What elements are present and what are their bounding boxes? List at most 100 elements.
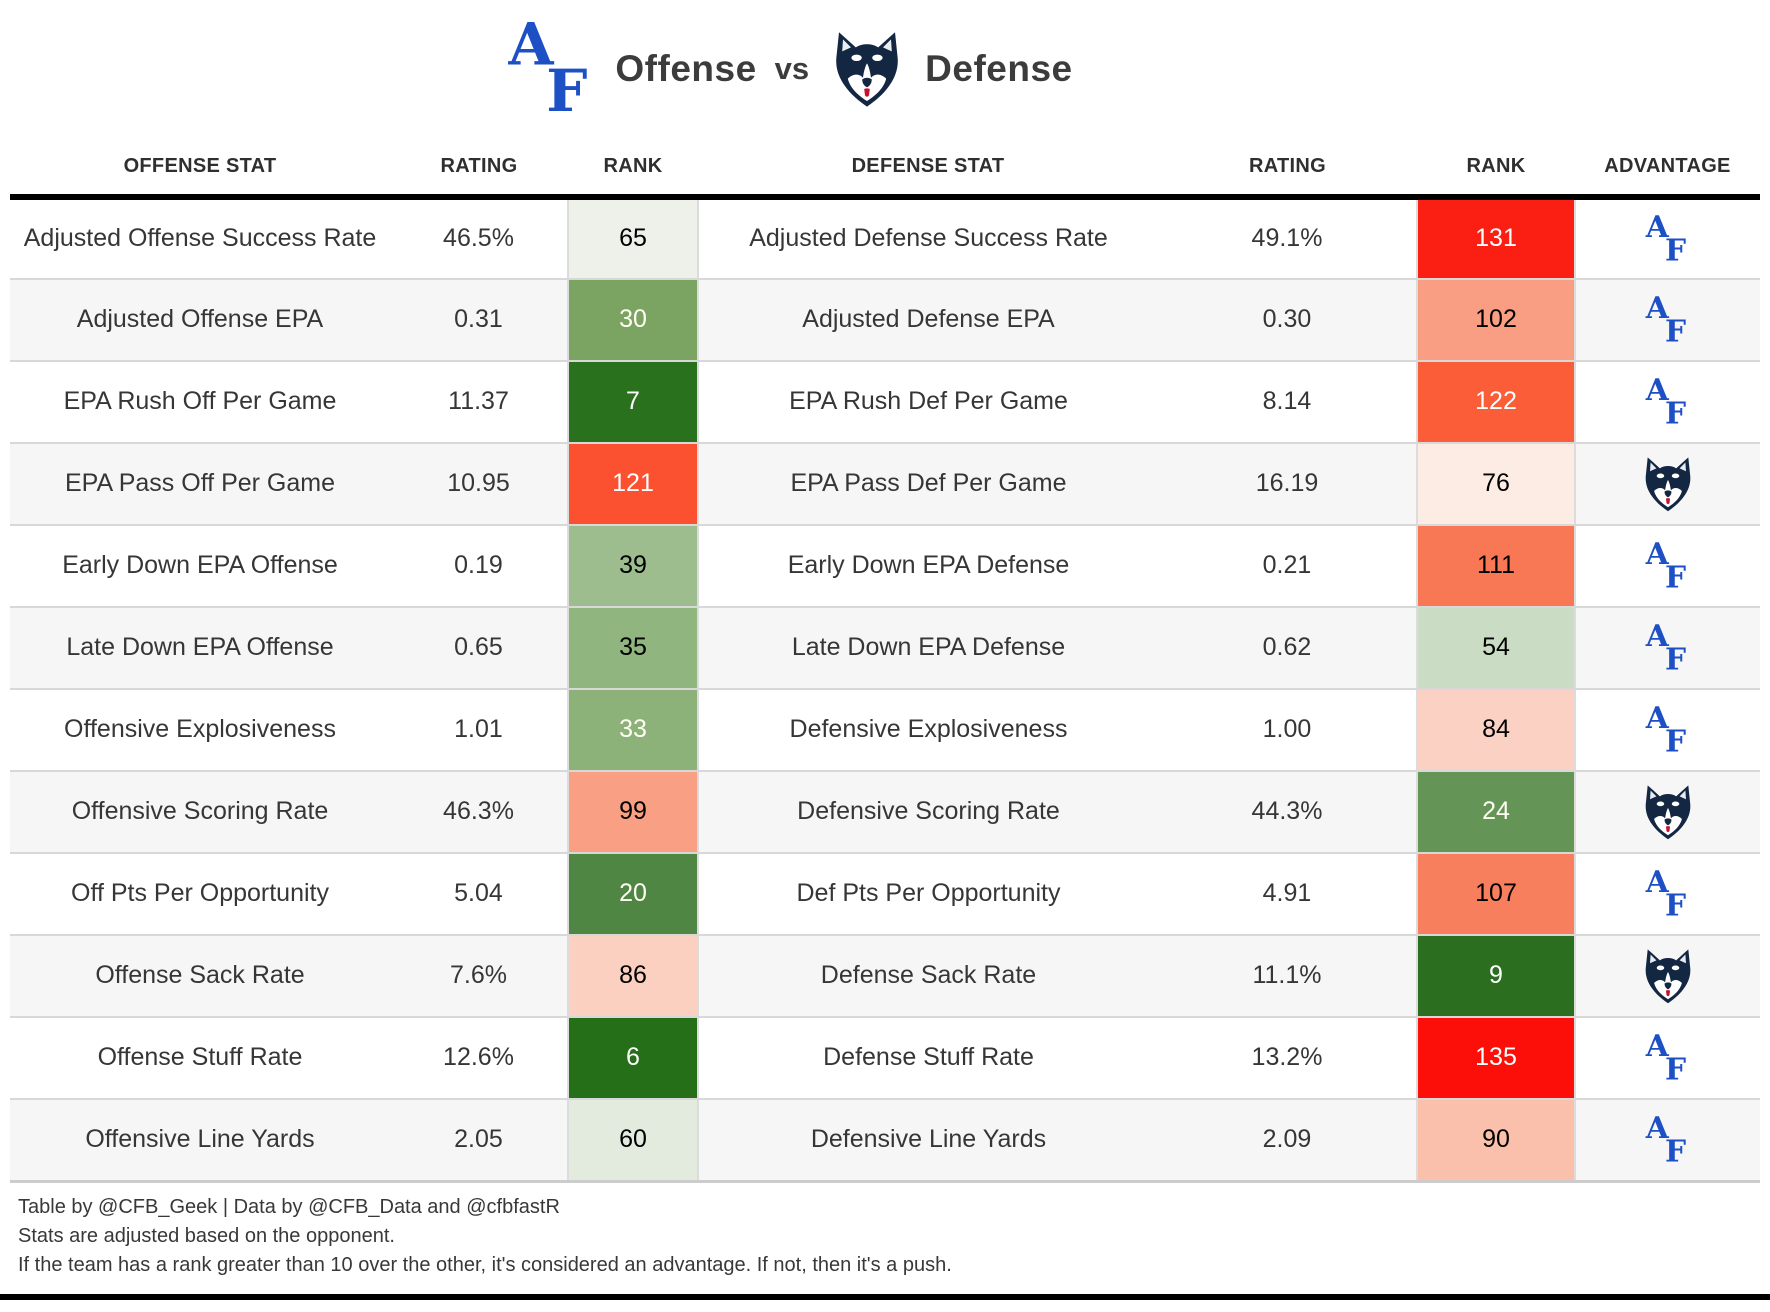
footnote-credit: Table by @CFB_Geek | Data by @CFB_Data a… bbox=[18, 1195, 560, 1218]
offense-rating-value: 46.3% bbox=[390, 771, 568, 854]
defense-rank-cell: 111 bbox=[1416, 525, 1576, 608]
offense-rating-value: 2.05 bbox=[390, 1099, 568, 1183]
table-row: Adjusted Offense Success Rate 46.5% 65 A… bbox=[10, 197, 1760, 280]
offense-rating-value: 11.37 bbox=[390, 361, 568, 444]
offense-stat-label: Offensive Line Yards bbox=[10, 1099, 390, 1183]
defense-stat-label: Defense Stuff Rate bbox=[698, 1017, 1158, 1100]
defense-rank-cell: 24 bbox=[1416, 771, 1576, 854]
defense-stat-label: Early Down EPA Defense bbox=[698, 525, 1158, 608]
defense-stat-label: Defense Sack Rate bbox=[698, 935, 1158, 1018]
defense-rating-value: 44.3% bbox=[1158, 771, 1417, 854]
air-force-logo-icon bbox=[1645, 1033, 1691, 1083]
offense-rank-cell: 7 bbox=[567, 361, 699, 444]
table-row: Adjusted Offense EPA 0.31 30 Adjusted De… bbox=[10, 279, 1760, 362]
col-header-offense-rank: RANK bbox=[568, 138, 698, 200]
offense-stat-label: Late Down EPA Offense bbox=[10, 607, 390, 690]
offense-rating-value: 46.5% bbox=[390, 197, 568, 280]
defense-rating-value: 49.1% bbox=[1158, 197, 1417, 280]
title-defense-label: Defense bbox=[925, 48, 1073, 89]
air-force-logo-icon bbox=[1645, 705, 1691, 755]
offense-rank-cell: 33 bbox=[567, 689, 699, 772]
col-header-defense-rank: RANK bbox=[1417, 138, 1575, 200]
offense-rank-cell: 30 bbox=[567, 279, 699, 362]
offense-rank-cell: 6 bbox=[567, 1017, 699, 1100]
defense-rank-cell: 102 bbox=[1416, 279, 1576, 362]
air-force-logo-icon bbox=[1645, 377, 1691, 427]
table-row: Offensive Scoring Rate 46.3% 99 Defensiv… bbox=[10, 771, 1760, 854]
defense-stat-label: EPA Pass Def Per Game bbox=[698, 443, 1158, 526]
offense-stat-label: Offense Stuff Rate bbox=[10, 1017, 390, 1100]
bottom-border-bar bbox=[0, 1293, 1770, 1300]
table-row: Off Pts Per Opportunity 5.04 20 Def Pts … bbox=[10, 853, 1760, 936]
defense-rank-cell: 107 bbox=[1416, 853, 1576, 936]
col-header-offense-rating: RATING bbox=[390, 138, 568, 200]
advantage-cell bbox=[1575, 689, 1760, 772]
defense-rating-value: 2.09 bbox=[1158, 1099, 1417, 1183]
table-row: EPA Pass Off Per Game 10.95 121 EPA Pass… bbox=[10, 443, 1760, 526]
advantage-cell bbox=[1575, 771, 1760, 854]
defense-stat-label: Defensive Scoring Rate bbox=[698, 771, 1158, 854]
defense-rating-value: 4.91 bbox=[1158, 853, 1417, 936]
air-force-logo-icon bbox=[1645, 623, 1691, 673]
defense-rank-cell: 54 bbox=[1416, 607, 1576, 690]
advantage-cell bbox=[1575, 1099, 1760, 1183]
defense-rating-value: 8.14 bbox=[1158, 361, 1417, 444]
offense-rank-cell: 121 bbox=[567, 443, 699, 526]
defense-stat-label: Defensive Explosiveness bbox=[698, 689, 1158, 772]
uconn-husky-logo-icon bbox=[827, 29, 907, 109]
col-header-advantage: ADVANTAGE bbox=[1575, 138, 1760, 200]
defense-rating-value: 11.1% bbox=[1158, 935, 1417, 1018]
offense-rating-value: 5.04 bbox=[390, 853, 568, 936]
defense-rank-cell: 76 bbox=[1416, 443, 1576, 526]
col-header-defense-rating: RATING bbox=[1158, 138, 1417, 200]
table-row: EPA Rush Off Per Game 11.37 7 EPA Rush D… bbox=[10, 361, 1760, 444]
offense-rank-cell: 35 bbox=[567, 607, 699, 690]
defense-stat-label: Adjusted Defense Success Rate bbox=[698, 197, 1158, 280]
advantage-cell bbox=[1575, 361, 1760, 444]
footnote-advantage-rule: If the team has a rank greater than 10 o… bbox=[18, 1253, 952, 1276]
defense-rank-cell: 135 bbox=[1416, 1017, 1576, 1100]
advantage-cell bbox=[1575, 853, 1760, 936]
table-row: Late Down EPA Offense 0.65 35 Late Down … bbox=[10, 607, 1760, 690]
offense-stat-label: Early Down EPA Offense bbox=[10, 525, 390, 608]
air-force-logo-icon bbox=[507, 21, 597, 117]
offense-rating-value: 1.01 bbox=[390, 689, 568, 772]
defense-rating-value: 1.00 bbox=[1158, 689, 1417, 772]
table-row: Offense Sack Rate 7.6% 86 Defense Sack R… bbox=[10, 935, 1760, 1018]
offense-rank-cell: 99 bbox=[567, 771, 699, 854]
offense-rating-value: 10.95 bbox=[390, 443, 568, 526]
advantage-cell bbox=[1575, 443, 1760, 526]
defense-stat-label: Def Pts Per Opportunity bbox=[698, 853, 1158, 936]
offense-stat-label: Adjusted Offense EPA bbox=[10, 279, 390, 362]
air-force-logo-icon bbox=[1645, 541, 1691, 591]
uconn-husky-logo-icon bbox=[1639, 947, 1697, 1005]
offense-stat-label: EPA Rush Off Per Game bbox=[10, 361, 390, 444]
table-footnotes: Table by @CFB_Geek | Data by @CFB_Data a… bbox=[18, 1193, 1770, 1280]
uconn-husky-logo-icon bbox=[1639, 455, 1697, 513]
offense-rating-value: 0.31 bbox=[390, 279, 568, 362]
table-row: Offensive Explosiveness 1.01 33 Defensiv… bbox=[10, 689, 1760, 772]
advantage-cell bbox=[1575, 607, 1760, 690]
offense-stat-label: Adjusted Offense Success Rate bbox=[10, 197, 390, 280]
col-header-offense-stat: OFFENSE STAT bbox=[10, 138, 390, 200]
offense-stat-label: Offensive Scoring Rate bbox=[10, 771, 390, 854]
col-header-defense-stat: DEFENSE STAT bbox=[698, 138, 1158, 200]
air-force-logo-icon bbox=[1645, 869, 1691, 919]
defense-rank-cell: 90 bbox=[1416, 1099, 1576, 1183]
table-row: Offensive Line Yards 2.05 60 Defensive L… bbox=[10, 1099, 1760, 1183]
offense-stat-label: EPA Pass Off Per Game bbox=[10, 443, 390, 526]
defense-stat-label: EPA Rush Def Per Game bbox=[698, 361, 1158, 444]
offense-rating-value: 12.6% bbox=[390, 1017, 568, 1100]
offense-rank-cell: 39 bbox=[567, 525, 699, 608]
offense-rank-cell: 60 bbox=[567, 1099, 699, 1183]
title-vs-label: vs bbox=[774, 51, 810, 86]
defense-rank-cell: 9 bbox=[1416, 935, 1576, 1018]
air-force-logo-icon bbox=[1645, 214, 1691, 264]
defense-stat-label: Defensive Line Yards bbox=[698, 1099, 1158, 1183]
offense-stat-label: Offensive Explosiveness bbox=[10, 689, 390, 772]
defense-rank-cell: 84 bbox=[1416, 689, 1576, 772]
advantage-cell bbox=[1575, 279, 1760, 362]
table-row: Early Down EPA Offense 0.19 39 Early Dow… bbox=[10, 525, 1760, 608]
defense-rating-value: 13.2% bbox=[1158, 1017, 1417, 1100]
